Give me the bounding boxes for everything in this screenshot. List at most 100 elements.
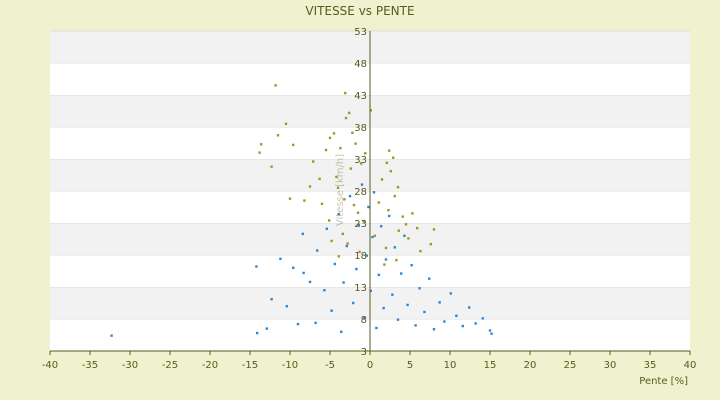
data-point [438,301,441,304]
data-point [388,214,391,218]
y-tick-label: 28 [354,187,367,198]
data-point [354,142,357,145]
data-point [383,263,386,266]
x-axis-label: Pente [%] [639,376,688,387]
y-tick-label: 3 [361,347,367,358]
data-point [387,209,390,212]
data-point [461,324,464,328]
x-tick-labels: -40 -35 -30 -25 -20 -15 -10 -5 0 5 10 15 20 25 30 35 40 [42,351,696,371]
data-point [363,316,366,319]
data-point [341,232,344,236]
data-point [265,327,268,330]
data-point [404,223,408,226]
data-point [391,293,394,296]
data-point [392,156,395,159]
data-point [339,146,342,150]
data-point [419,249,422,253]
x-tick-label: -30 [122,360,138,371]
y-tick-label: 18 [354,251,367,262]
data-point [325,227,328,230]
data-point [336,186,340,189]
data-point [312,160,315,163]
data-point [380,225,383,228]
x-tick-label: -20 [202,360,218,371]
data-point [270,297,273,301]
data-point [423,310,426,314]
x-tick-label: 30 [604,360,617,371]
data-point [284,122,288,125]
x-tick-label: 0 [367,360,373,371]
data-point [345,244,348,248]
x-tick-label: -40 [42,360,58,371]
data-point [488,329,492,332]
data-point [449,292,452,295]
data-point [328,136,332,140]
data-point [260,143,263,146]
data-point [352,203,356,207]
x-tick-label: 5 [407,360,413,371]
data-point [335,175,338,179]
data-point [328,219,331,222]
data-point [474,322,477,325]
data-point [416,226,419,230]
y-tick-label: 23 [354,219,367,230]
data-point [274,84,277,87]
data-point [455,314,458,317]
data-point [337,212,340,216]
data-point [418,287,421,290]
data-point [332,132,336,135]
data-point [388,149,391,152]
data-point [396,318,400,321]
data-point [330,239,333,243]
data-point [384,246,388,250]
data-point [342,281,345,284]
data-point [407,237,410,240]
data-point [377,201,380,204]
data-point [429,242,432,246]
x-tick-label: 10 [444,360,457,371]
data-point [403,234,406,237]
data-point [292,266,295,269]
data-point [256,331,259,335]
y-tick-label: 38 [354,123,367,134]
data-point [380,178,384,181]
data-point [356,211,360,214]
data-point [375,326,378,330]
data-point [364,152,367,155]
x-tick-label: -5 [325,360,335,371]
data-point [308,185,312,188]
data-point [393,246,396,249]
data-point [362,219,365,223]
x-tick-label: -10 [282,360,298,371]
data-point [385,161,388,165]
data-point [428,277,431,280]
data-point [410,264,413,267]
data-point [344,91,347,95]
y-axis-label: Vitesse [km/h] [335,154,346,226]
data-point [352,301,355,305]
data-point [314,321,317,325]
data-point [258,151,261,154]
data-point [443,320,446,323]
data-point [323,289,326,292]
x-tick-label: -25 [162,360,178,371]
data-point [397,229,400,232]
data-point [372,191,376,194]
data-point [393,194,396,198]
data-point [369,289,372,293]
data-point [337,255,340,258]
data-point [110,334,113,337]
chart-title: VITESSE vs PENTE [305,4,414,18]
data-point [360,183,364,186]
data-point [389,169,392,173]
data-point [296,322,300,326]
data-point [358,250,361,253]
y-tick-label: 8 [361,315,367,326]
data-point [255,265,258,268]
y-tick-label: 53 [354,27,367,38]
data-point [308,280,312,284]
data-point [355,267,358,271]
data-point [373,234,376,237]
